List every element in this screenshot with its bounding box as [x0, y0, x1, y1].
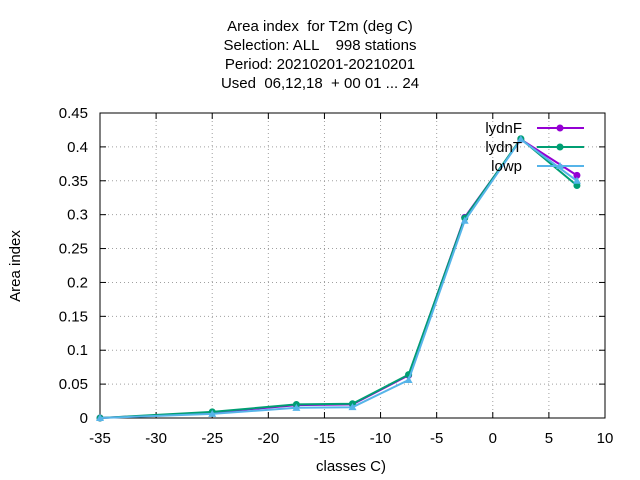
- plot-border: [99, 112, 606, 419]
- x-tick-label: -5: [430, 430, 443, 447]
- legend: lydnF lydnT lowp: [485, 120, 584, 175]
- series-line: [99, 137, 578, 419]
- data-point: [348, 403, 357, 411]
- x-tick-label: -15: [314, 430, 336, 447]
- x-tick-label: -25: [201, 430, 223, 447]
- series-lydnF: [96, 135, 581, 422]
- series-line: [99, 138, 578, 419]
- title-line-3: Period: 20210201-20210201: [224, 56, 416, 73]
- y-tick-label: 0: [80, 410, 88, 427]
- series-line: [99, 137, 578, 419]
- y-tick-label: 0.15: [59, 308, 88, 325]
- grid: [100, 113, 605, 418]
- series-group: [96, 135, 581, 422]
- y-tick-label: 0.3: [67, 207, 88, 224]
- data-point: [292, 403, 301, 411]
- y-tick-label: 0.45: [59, 105, 88, 122]
- y-tick-label: 0.2: [67, 274, 88, 291]
- y-tick-label: 0.05: [59, 376, 88, 393]
- legend-marker: [556, 143, 564, 151]
- legend-marker: [556, 162, 564, 169]
- legend-label: lydnT: [485, 139, 522, 156]
- y-tick-label: 0.25: [59, 241, 88, 258]
- legend-label: lowp: [491, 158, 522, 175]
- x-tick-label: 10: [597, 430, 614, 447]
- data-point: [96, 414, 104, 421]
- title-line-2: Selection: ALL 998 stations: [223, 37, 417, 54]
- x-tick-label: -35: [89, 430, 111, 447]
- series-lowp: [96, 135, 581, 421]
- x-tick-label: -30: [145, 430, 167, 447]
- data-point: [573, 171, 581, 179]
- y-axis-label: Area index: [7, 230, 24, 302]
- data-point: [572, 176, 581, 184]
- y-tick-label: 0.4: [67, 139, 88, 156]
- x-tick-label: 0: [489, 430, 497, 447]
- x-tick-label: -10: [370, 430, 392, 447]
- x-tick-label: 5: [545, 430, 553, 447]
- data-point: [516, 135, 525, 143]
- data-point: [404, 376, 413, 384]
- series-lydnT: [96, 135, 581, 422]
- title-line-4: Used 06,12,18 + 00 01 ... 24: [220, 75, 420, 92]
- y-tick-label: 0.1: [67, 342, 88, 359]
- legend-label: lydnF: [485, 120, 522, 137]
- legend-marker: [556, 124, 564, 132]
- axis-ticks: -35 -30 -25 -20 -15 -10 -5 0 5 10 0 0.05 0.1 0.15 0.2 0…: [59, 105, 614, 447]
- data-point: [208, 409, 217, 417]
- x-tick-label: -20: [257, 430, 279, 447]
- y-tick-label: 0.35: [59, 173, 88, 190]
- x-axis-label: classes C): [316, 458, 386, 475]
- title-line-1: Area index for T2m (deg C): [227, 18, 413, 35]
- data-point: [460, 216, 469, 224]
